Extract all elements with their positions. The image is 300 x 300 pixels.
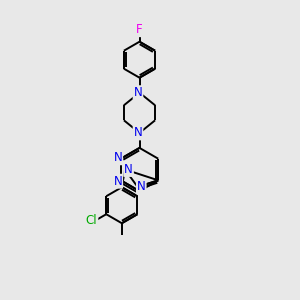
Text: N: N bbox=[124, 163, 133, 176]
Text: F: F bbox=[136, 23, 143, 36]
Text: N: N bbox=[134, 126, 142, 140]
Text: N: N bbox=[134, 86, 142, 99]
Text: N: N bbox=[113, 151, 122, 164]
Text: Cl: Cl bbox=[86, 214, 98, 227]
Text: N: N bbox=[113, 175, 122, 188]
Text: N: N bbox=[137, 181, 146, 194]
